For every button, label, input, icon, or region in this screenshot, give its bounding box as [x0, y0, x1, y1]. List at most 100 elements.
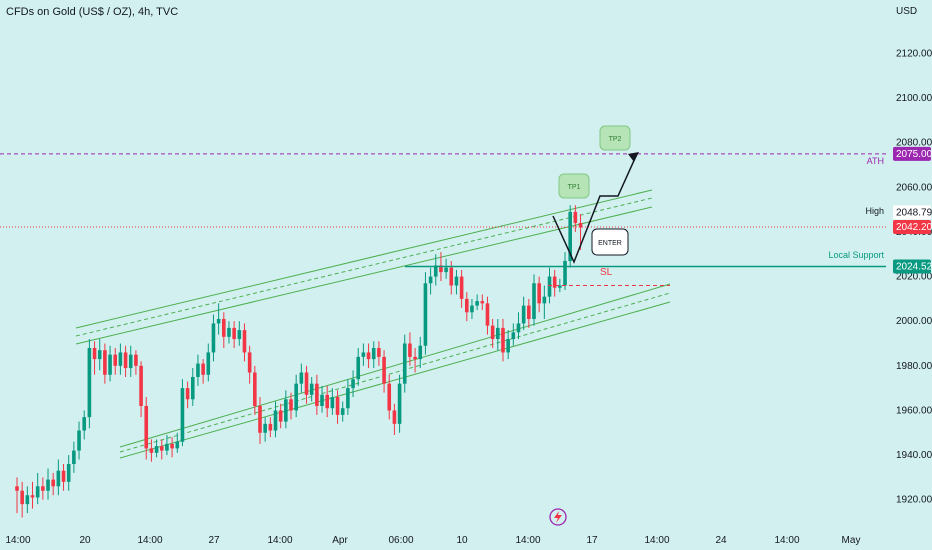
- candle-body: [402, 343, 407, 384]
- lower-channel-line-top: [119, 283, 671, 448]
- price-tag-badge: [893, 259, 931, 274]
- y-tick-label: 2060.00: [896, 182, 932, 193]
- candle-body: [387, 383, 392, 411]
- candle-body: [366, 352, 371, 360]
- candle-body: [377, 347, 381, 357]
- candle-body: [289, 399, 293, 411]
- candle-body: [511, 332, 516, 340]
- candle-body: [542, 296, 547, 304]
- candle-body: [263, 423, 267, 433]
- candle-body: [516, 323, 521, 333]
- lightning-icon: [554, 511, 562, 523]
- candle-body: [408, 343, 412, 357]
- overlay-layer: TP1 TP2 ENTER SL Local Support ATH High: [0, 125, 886, 287]
- candle-body: [335, 397, 340, 415]
- candle-body: [315, 383, 319, 406]
- candle-body: [206, 352, 211, 375]
- price-tag-label: 2042.20: [896, 222, 932, 233]
- x-tick-label: 24: [715, 535, 727, 546]
- lower-channel-midline: [119, 292, 671, 453]
- candle-body: [459, 276, 464, 299]
- x-tick-label: 14:00: [515, 535, 540, 546]
- candle-body: [294, 383, 298, 411]
- candle-body: [325, 394, 329, 409]
- candle-body: [418, 345, 423, 360]
- candle-body: [578, 223, 583, 228]
- candle-body: [118, 352, 123, 366]
- x-tick-label: 14:00: [5, 535, 30, 546]
- candle-body: [56, 470, 61, 487]
- candle-body: [552, 276, 557, 288]
- candle-body: [97, 350, 102, 360]
- arrow-head-icon: [628, 152, 639, 162]
- enter-label: ENTER: [598, 240, 622, 247]
- candle-body: [428, 276, 433, 284]
- candle-body: [175, 441, 180, 449]
- candle-body: [537, 283, 541, 304]
- candle-body: [242, 330, 247, 353]
- candle-body: [470, 305, 474, 313]
- tp1-label: TP1: [568, 184, 581, 191]
- candle-body: [444, 267, 448, 273]
- candle-body: [268, 423, 273, 431]
- x-tick-label: 27: [208, 535, 220, 546]
- candle-body: [232, 327, 236, 340]
- candle-body: [66, 463, 71, 482]
- upper-channel-line-top: [75, 189, 653, 329]
- candle-body: [41, 486, 45, 491]
- candle-body: [253, 372, 257, 406]
- candle-body: [361, 352, 366, 357]
- candle-body: [35, 486, 40, 498]
- candle-body: [490, 325, 495, 340]
- x-tick-label: 10: [456, 535, 468, 546]
- price-tag-label: 2024.52: [896, 261, 932, 272]
- y-tick-label: 1940.00: [896, 450, 932, 461]
- high-label: High: [865, 206, 884, 216]
- x-tick-label: 06:00: [388, 535, 413, 546]
- candle-body: [201, 363, 205, 375]
- candle-body: [464, 298, 469, 313]
- y-tick-label: 2120.00: [896, 48, 932, 59]
- candle-body: [346, 388, 350, 409]
- candle-body: [216, 318, 221, 324]
- x-tick-label: 14:00: [267, 535, 292, 546]
- candle-body: [30, 495, 35, 498]
- candle-body: [485, 303, 490, 326]
- candle-body: [25, 495, 30, 505]
- candle-body: [496, 327, 500, 340]
- candle-body: [320, 394, 324, 406]
- candle-body: [149, 448, 154, 453]
- price-axis[interactable]: USD2120.002100.002080.002060.002040.0020…: [893, 6, 932, 506]
- candle-body: [558, 285, 562, 288]
- candle-body: [20, 490, 24, 505]
- candle-body: [501, 327, 505, 353]
- price-tag-label: 2075.00: [896, 149, 932, 160]
- candle-body: [382, 356, 386, 384]
- candle-body: [433, 265, 438, 277]
- candle-body: [139, 365, 143, 406]
- x-tick-label: May: [842, 535, 861, 546]
- candle-body: [128, 354, 133, 369]
- candle-body: [413, 356, 417, 360]
- time-axis[interactable]: 14:00 20 14:00 27 14:00 Apr 06:00 10 14:00 17 14:0…: [5, 508, 861, 546]
- candle-body: [309, 383, 314, 395]
- events-icon[interactable]: [549, 508, 567, 526]
- candle-body: [273, 410, 278, 431]
- y-tick-label: 1980.00: [896, 361, 932, 372]
- candle-body: [304, 372, 309, 395]
- candle-body: [103, 350, 107, 375]
- enter-box: [591, 228, 629, 256]
- candle-body: [392, 410, 397, 424]
- candle-body: [170, 443, 174, 449]
- candle-body: [340, 408, 345, 415]
- y-tick-label: 2080.00: [896, 138, 932, 149]
- candle-body: [439, 265, 443, 273]
- candle-body: [454, 276, 459, 286]
- candle-body: [284, 399, 288, 422]
- drawing-layer: [75, 189, 671, 459]
- price-tag-label: 2048.79: [896, 207, 932, 218]
- candle-body: [227, 327, 231, 337]
- candle-body: [397, 383, 402, 424]
- tp2-label: TP2: [609, 136, 622, 143]
